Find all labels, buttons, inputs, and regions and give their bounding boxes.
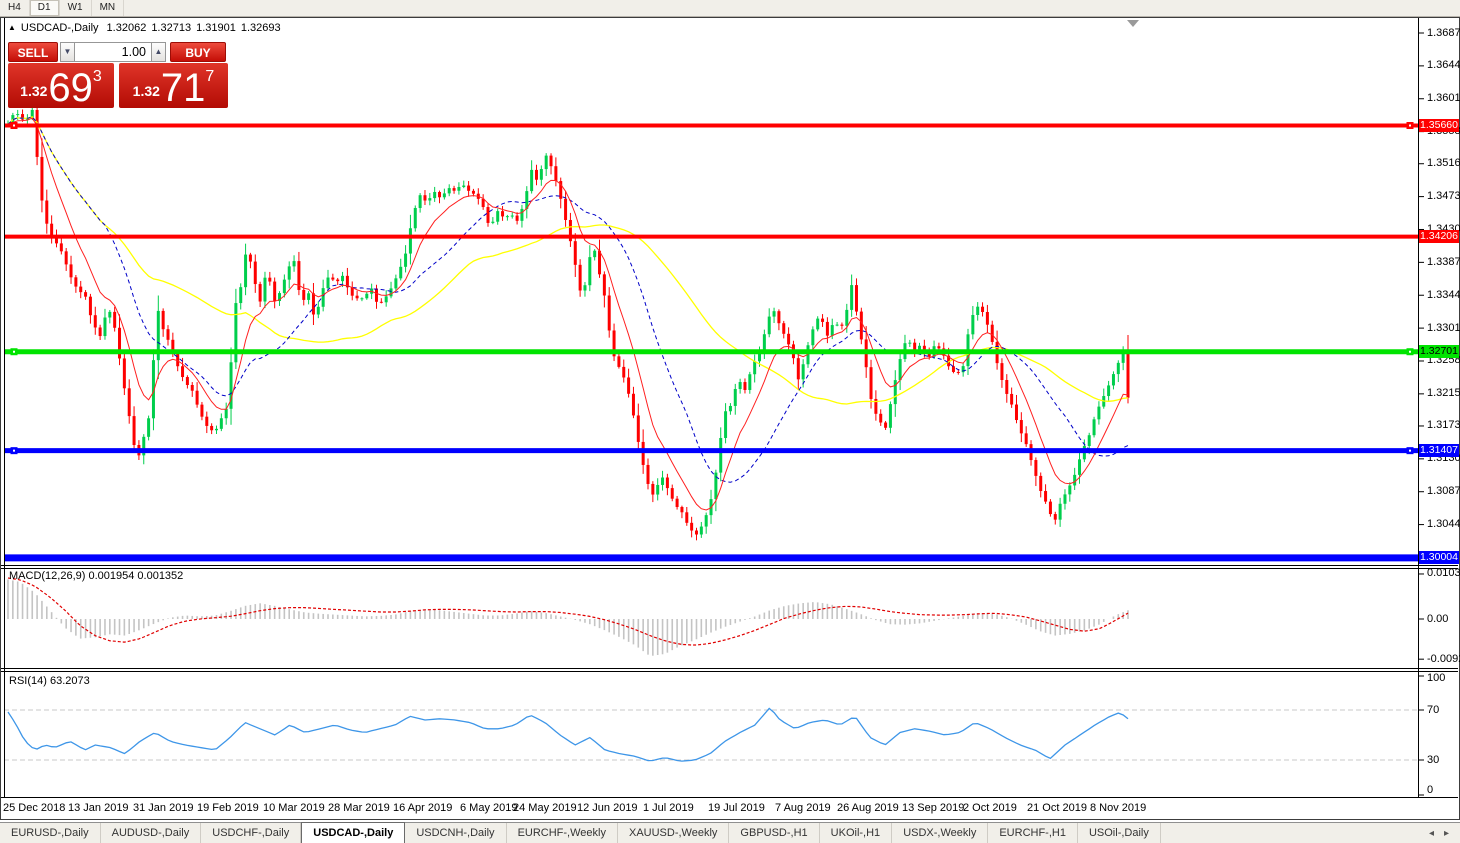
sell-price-big: 69 <box>48 66 93 111</box>
date-axis-label: 19 Jul 2019 <box>708 802 765 814</box>
price-tick-label: 1.36870 <box>1427 26 1460 39</box>
chart-symbol-period: USDCAD-,Daily <box>20 22 99 34</box>
sell-price-pip: 3 <box>92 68 102 85</box>
tab-scroll-arrows: ◂ ▸ <box>1424 823 1460 843</box>
price-tick-label: 1.36440 <box>1427 59 1460 72</box>
sell-price-prefix: 1.32 <box>20 83 48 99</box>
date-axis-label: 6 May 2019 <box>460 802 518 814</box>
chart-tab-eurusd-daily[interactable]: EURUSD-,Daily <box>0 823 101 843</box>
chart-tab-usoil-daily[interactable]: USOil-,Daily <box>1078 823 1161 843</box>
chart-tab-xauusd-weekly[interactable]: XAUUSD-,Weekly <box>618 823 730 843</box>
date-axis-label: 2 Oct 2019 <box>963 802 1017 814</box>
timeframe-button-h4[interactable]: H4 <box>0 0 30 16</box>
timeframe-button-mn[interactable]: MN <box>92 0 125 16</box>
price-tick-label: 1.31730 <box>1427 419 1460 432</box>
date-axis-label: 25 Dec 2018 <box>3 802 66 814</box>
rsi-tick-label: 0 <box>1427 784 1434 796</box>
chart-tab-usdcnh-daily[interactable]: USDCNH-,Daily <box>405 823 507 843</box>
chart-tab-usdcad-daily[interactable]: USDCAD-,Daily <box>301 822 406 843</box>
macd-tick-label: -0.00920 <box>1427 652 1460 665</box>
date-axis-label: 19 Feb 2019 <box>197 802 259 814</box>
ohlc-high: 1.32713 <box>151 22 192 34</box>
collapse-panel-icon[interactable]: ▲ <box>8 23 16 32</box>
sell-price-tile[interactable]: 1.32 69 3 <box>8 63 114 108</box>
date-axis-label: 1 Jul 2019 <box>643 802 694 814</box>
sell-button[interactable]: SELL <box>8 42 58 62</box>
rsi-tick-label: 100 <box>1427 672 1446 684</box>
level-price-badge: 1.31407 <box>1419 444 1459 458</box>
rsi-tick-label: 30 <box>1427 753 1440 766</box>
price-tick-label: 1.33010 <box>1427 321 1460 334</box>
chart-tab-bar: EURUSD-,Daily AUDUSD-,Daily USDCHF-,Daily U… <box>0 822 1460 843</box>
date-axis-label: 26 Aug 2019 <box>837 802 899 814</box>
date-axis-label: 24 May 2019 <box>513 802 577 814</box>
date-axis-label: 13 Sep 2019 <box>902 802 965 814</box>
date-axis-label: 16 Apr 2019 <box>393 802 453 814</box>
date-axis-label: 13 Jan 2019 <box>68 802 129 814</box>
date-axis-label: 28 Mar 2019 <box>328 802 390 814</box>
ohlc-low: 1.31901 <box>196 22 236 34</box>
timeframe-toolbar: H4 D1 W1 MN <box>0 0 1460 17</box>
level-price-badge: 1.30004 <box>1419 551 1459 565</box>
price-tick-label: 1.34730 <box>1427 190 1460 203</box>
date-axis-label: 31 Jan 2019 <box>133 802 194 814</box>
one-click-trading-panel: SELL ▼ ▲ BUY 1.32 69 3 1.32 71 7 <box>8 42 228 108</box>
buy-price-pip: 7 <box>205 68 215 85</box>
macd-indicator-label: MACD(12,26,9) 0.001954 0.001352 <box>9 570 184 582</box>
price-tick-label: 1.35160 <box>1427 157 1460 170</box>
chart-tab-gbpusd-h1[interactable]: GBPUSD-,H1 <box>729 823 820 843</box>
volume-input[interactable] <box>75 42 151 62</box>
date-axis-label: 10 Mar 2019 <box>263 802 325 814</box>
buy-price-big: 71 <box>160 66 206 111</box>
macd-tick-label: 0.010311 <box>1427 567 1460 580</box>
date-axis-label: 21 Oct 2019 <box>1027 802 1087 814</box>
date-axis-label: 7 Aug 2019 <box>775 802 831 814</box>
chart-title: ▲ USDCAD-,Daily 1.32062 1.32713 1.31901 … <box>8 22 286 34</box>
level-price-badge: 1.32701 <box>1419 345 1459 359</box>
volume-decrease-button[interactable]: ▼ <box>60 42 75 62</box>
chart-tab-audusd-daily[interactable]: AUDUSD-,Daily <box>101 823 202 843</box>
timeframe-button-d1[interactable]: D1 <box>29 0 60 16</box>
date-axis-label: 12 Jun 2019 <box>577 802 638 814</box>
buy-price-prefix: 1.32 <box>132 83 160 99</box>
price-tick-label: 1.36010 <box>1427 92 1460 105</box>
buy-button[interactable]: BUY <box>170 42 226 62</box>
chart-window <box>0 17 1460 820</box>
chart-tab-usdx-weekly[interactable]: USDX-,Weekly <box>892 823 989 843</box>
volume-increase-button[interactable]: ▲ <box>151 42 166 62</box>
ohlc-close: 1.32693 <box>240 22 281 34</box>
price-tick-label: 1.33440 <box>1427 288 1460 301</box>
price-tick-label: 1.32150 <box>1427 387 1460 400</box>
macd-tick-label: 0.00 <box>1427 612 1449 625</box>
chart-tab-eurchf-weekly[interactable]: EURCHF-,Weekly <box>507 823 618 843</box>
ohlc-open: 1.32062 <box>106 22 147 34</box>
rsi-tick-label: 70 <box>1427 703 1440 716</box>
buy-price-tile[interactable]: 1.32 71 7 <box>119 63 228 108</box>
date-axis-label: 8 Nov 2019 <box>1090 802 1147 814</box>
timeframe-button-w1[interactable]: W1 <box>60 0 92 16</box>
tab-scroll-right-icon[interactable]: ▸ <box>1443 828 1449 839</box>
chart-tab-ukoil-h1[interactable]: UKOil-,H1 <box>820 823 893 843</box>
price-tick-label: 1.30870 <box>1427 485 1460 498</box>
chart-tab-usdchf-daily[interactable]: USDCHF-,Daily <box>201 823 302 843</box>
chart-tab-eurchf-h1[interactable]: EURCHF-,H1 <box>988 823 1078 843</box>
price-tick-label: 1.33870 <box>1427 255 1460 268</box>
level-price-badge: 1.35660 <box>1419 119 1459 132</box>
chart-shift-icon[interactable] <box>1127 20 1139 27</box>
tab-scroll-left-icon[interactable]: ◂ <box>1428 828 1434 839</box>
rsi-indicator-label: RSI(14) 63.2073 <box>9 675 90 687</box>
level-price-badge: 1.34206 <box>1419 230 1459 244</box>
